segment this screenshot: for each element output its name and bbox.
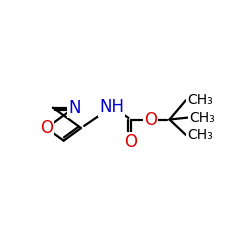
Text: CH₃: CH₃ [189,110,214,124]
Text: CH₃: CH₃ [187,128,212,142]
Text: O: O [124,133,138,151]
Text: CH₃: CH₃ [187,93,212,107]
Text: O: O [144,110,157,128]
Text: N: N [68,98,81,116]
Text: NH: NH [99,98,124,116]
Text: O: O [40,119,53,137]
